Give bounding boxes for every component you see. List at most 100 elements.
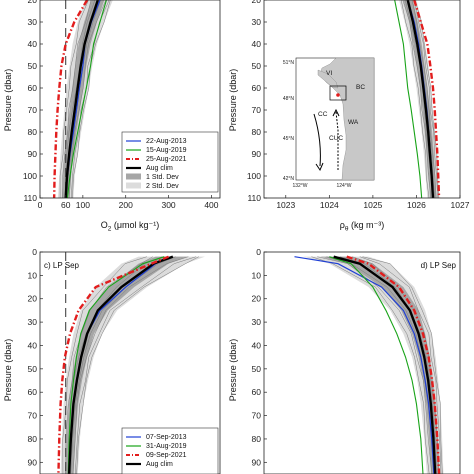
b-thin-profile-0 <box>400 0 430 198</box>
a-series-1 <box>66 0 107 198</box>
d-series-0 <box>294 256 435 474</box>
d-ytick-label-6: 60 <box>252 387 262 397</box>
a-xlabel: O2 (μmol kg⁻¹) <box>101 220 160 233</box>
d-ytick-label-9: 90 <box>252 457 262 467</box>
a-thin-profile-1 <box>62 0 92 198</box>
a-legend-label-3: Aug clim <box>146 165 173 172</box>
c-ytick-label-6: 60 <box>28 387 38 397</box>
d-series <box>294 255 441 474</box>
d-ytick-label-4: 40 <box>252 340 262 350</box>
d-y-ticks: 0 10 20 30 40 50 60 70 80 90 <box>252 247 267 467</box>
a-ytick-label-3: 50 <box>28 61 38 71</box>
a-series-2 <box>52 0 89 198</box>
c-series-3 <box>67 255 174 474</box>
a-ytick-label-0: 20 <box>28 0 38 5</box>
c-series <box>57 255 174 474</box>
panel-a: 20 30 40 50 60 70 80 90 100 110 0 60 100 200 300 400 P… <box>3 0 221 233</box>
map-cuc-arrow <box>335 111 339 170</box>
d-series-3 <box>333 255 437 474</box>
a-xtick-label-4: 300 <box>161 200 175 210</box>
d-thin-profile-1 <box>317 256 433 474</box>
a-xtick-label-0: 0 <box>38 200 43 210</box>
d-ytick-label-1: 10 <box>252 270 262 280</box>
a-xtick-label-1: 60 <box>61 200 71 210</box>
c-panel-label: c) LP Sep <box>44 261 80 270</box>
a-ytick-label-5: 70 <box>28 105 38 115</box>
d-ytick-label-3: 30 <box>252 317 262 327</box>
map-study-box <box>329 85 347 101</box>
b-series <box>394 0 441 198</box>
a-series <box>52 0 107 198</box>
c-thin-profile-3 <box>70 256 176 474</box>
map-cuc-arrowhead <box>332 108 340 117</box>
map-island <box>317 69 339 89</box>
a-thin-profile-0 <box>59 0 89 198</box>
map-inset: VI BC WA CC CUC 51°N 48°N 45°N 42°N 132°… <box>283 57 375 189</box>
c-axes-frame <box>39 251 221 474</box>
c-ytick-label-1: 10 <box>28 270 38 280</box>
d-ylabel: Pressure (dbar) <box>228 339 238 402</box>
a-y-ticks: 20 30 40 50 60 70 80 90 100 110 <box>23 0 43 203</box>
b-xtick-label-0: 1023 <box>276 200 295 210</box>
c-ytick-label-3: 30 <box>28 317 38 327</box>
a-xtick-label-5: 400 <box>204 200 218 210</box>
c-legend-label-1: 31-Aug-2019 <box>146 443 187 450</box>
b-ytick-label-0: 20 <box>252 0 262 5</box>
b-ytick-label-9: 110 <box>247 193 261 203</box>
a-axes-frame <box>39 0 221 199</box>
d-series-1 <box>329 256 424 474</box>
b-ytick-label-6: 80 <box>252 127 262 137</box>
a-legend: 22-Aug-2013 15-Aug-2019 25-Aug-2021 Aug … <box>121 131 219 193</box>
map-label-cuc: CUC <box>329 135 343 142</box>
a-xtick-label-3: 200 <box>119 200 133 210</box>
d-thin-profile-3 <box>339 256 437 474</box>
b-series-2 <box>413 0 441 198</box>
d-ytick-label-2: 20 <box>252 294 262 304</box>
c-y-ticks: 0 10 20 30 40 50 60 70 80 90 <box>28 247 43 467</box>
b-ytick-label-1: 30 <box>252 17 262 27</box>
a-thin-profile-6 <box>72 0 111 198</box>
c-ytick-label-0: 0 <box>32 247 37 257</box>
a-series-3 <box>64 0 99 198</box>
map-lon-132: 132°W <box>292 183 307 189</box>
c-ytick-label-4: 40 <box>28 340 38 350</box>
c-ytick-label-5: 50 <box>28 364 38 374</box>
map-label-vi: VI <box>326 70 332 77</box>
b-ytick-label-7: 90 <box>252 149 262 159</box>
b-ytick-label-3: 50 <box>252 61 262 71</box>
c-ytick-label-2: 20 <box>28 294 38 304</box>
a-legend-label-1: 15-Aug-2019 <box>146 147 187 154</box>
a-std1-area <box>61 0 105 198</box>
a-legend-label-5: 2 Std. Dev <box>146 183 179 190</box>
map-lat-48: 48°N <box>283 96 295 102</box>
c-legend: 07-Sep-2013 31-Aug-2019 09-Sep-2021 Aug … <box>121 427 219 474</box>
c-legend-label-2: 09-Sep-2021 <box>146 452 187 459</box>
map-cc-arrow <box>313 113 321 167</box>
c-std1-area <box>64 256 188 474</box>
map-station-marker <box>336 93 340 97</box>
b-y-ticks: 20 30 40 50 60 70 80 90 100 110 <box>247 0 267 203</box>
d-ytick-label-0: 0 <box>256 247 261 257</box>
a-legend-box <box>121 131 219 193</box>
b-axes-frame <box>263 0 461 199</box>
c-legend-label-0: 07-Sep-2013 <box>146 434 187 441</box>
a-ytick-label-8: 100 <box>23 171 37 181</box>
b-xtick-label-3: 1026 <box>407 200 426 210</box>
b-thin-profile-4 <box>411 0 437 198</box>
c-ytick-label-8: 80 <box>28 434 38 444</box>
b-thin-profile-5 <box>413 0 439 198</box>
c-std1-band <box>64 256 188 474</box>
c-thin-profile-0 <box>62 256 148 474</box>
a-ytick-label-2: 40 <box>28 39 38 49</box>
c-legend-label-3: Aug clim <box>146 461 173 468</box>
a-ylabel: Pressure (dbar) <box>3 69 13 132</box>
a-legend-label-2: 25-Aug-2021 <box>146 156 187 163</box>
a-ytick-label-7: 90 <box>28 149 38 159</box>
map-cc-arrowhead <box>315 162 324 172</box>
b-ytick-label-5: 70 <box>252 105 262 115</box>
c-legend-box <box>121 427 219 474</box>
b-ytick-label-4: 60 <box>252 83 262 93</box>
c-ytick-label-9: 90 <box>28 457 38 467</box>
a-xtick-label-2: 100 <box>76 200 90 210</box>
